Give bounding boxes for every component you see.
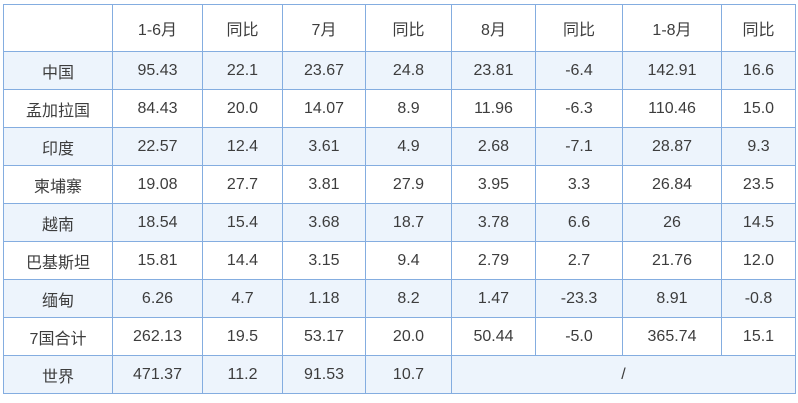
table-cell: 20.0 bbox=[202, 89, 283, 128]
table-cell: 3.78 bbox=[451, 203, 536, 242]
table-cell: 26.84 bbox=[622, 165, 722, 204]
table-cell: 2.79 bbox=[451, 241, 536, 280]
merged-na-cell: / bbox=[451, 355, 796, 394]
table-cell: 19.08 bbox=[112, 165, 203, 204]
table-cell: 24.8 bbox=[365, 51, 452, 90]
table-row: 孟加拉国 84.43 20.0 14.07 8.9 11.96 -6.3 110… bbox=[3, 89, 796, 128]
column-header: 同比 bbox=[365, 4, 452, 52]
table-cell: 14.07 bbox=[282, 89, 366, 128]
table-cell: 3.15 bbox=[282, 241, 366, 280]
column-header: 同比 bbox=[721, 4, 796, 52]
table-row: 中国 95.43 22.1 23.67 24.8 23.81 -6.4 142.… bbox=[3, 51, 796, 90]
table-cell: -7.1 bbox=[535, 127, 623, 166]
row-label: 中国 bbox=[3, 51, 113, 90]
column-header: 同比 bbox=[202, 4, 283, 52]
table-cell: 14.4 bbox=[202, 241, 283, 280]
table-cell: 91.53 bbox=[282, 355, 366, 394]
statistics-table: 1-6月 同比 7月 同比 8月 同比 1-8月 同比 中国 95.43 22.… bbox=[3, 4, 796, 394]
table-cell: 4.9 bbox=[365, 127, 452, 166]
table-cell: 8.2 bbox=[365, 279, 452, 318]
table-cell: 8.91 bbox=[622, 279, 722, 318]
table-cell: 9.3 bbox=[721, 127, 796, 166]
table-cell: 23.81 bbox=[451, 51, 536, 90]
table-cell: 23.67 bbox=[282, 51, 366, 90]
table-cell: -0.8 bbox=[721, 279, 796, 318]
table-cell: 53.17 bbox=[282, 317, 366, 356]
table-cell: 3.61 bbox=[282, 127, 366, 166]
table-cell: 3.81 bbox=[282, 165, 366, 204]
table-cell: 6.6 bbox=[535, 203, 623, 242]
column-header: 8月 bbox=[451, 4, 536, 52]
column-header: 1-6月 bbox=[112, 4, 203, 52]
table-row: 越南 18.54 15.4 3.68 18.7 3.78 6.6 26 14.5 bbox=[3, 203, 796, 242]
table-cell: 12.0 bbox=[721, 241, 796, 280]
table-cell: 6.26 bbox=[112, 279, 203, 318]
table-cell: 95.43 bbox=[112, 51, 203, 90]
table-row: 世界 471.37 11.2 91.53 10.7 / bbox=[3, 355, 796, 394]
table-cell: 16.6 bbox=[721, 51, 796, 90]
table-cell: 84.43 bbox=[112, 89, 203, 128]
table-cell: 9.4 bbox=[365, 241, 452, 280]
table-cell: 15.4 bbox=[202, 203, 283, 242]
column-header-blank bbox=[3, 4, 113, 52]
table-cell: 19.5 bbox=[202, 317, 283, 356]
table-cell: 8.9 bbox=[365, 89, 452, 128]
table-row: 7国合计 262.13 19.5 53.17 20.0 50.44 -5.0 3… bbox=[3, 317, 796, 356]
table-cell: 15.81 bbox=[112, 241, 203, 280]
row-label: 缅甸 bbox=[3, 279, 113, 318]
table-cell: 11.96 bbox=[451, 89, 536, 128]
table-cell: 3.3 bbox=[535, 165, 623, 204]
table-cell: 27.7 bbox=[202, 165, 283, 204]
table-row: 巴基斯坦 15.81 14.4 3.15 9.4 2.79 2.7 21.76 … bbox=[3, 241, 796, 280]
table-cell: 22.1 bbox=[202, 51, 283, 90]
table-cell: 1.18 bbox=[282, 279, 366, 318]
table-cell: 15.1 bbox=[721, 317, 796, 356]
table-cell: 1.47 bbox=[451, 279, 536, 318]
table-cell: 28.87 bbox=[622, 127, 722, 166]
row-label: 7国合计 bbox=[3, 317, 113, 356]
column-header: 同比 bbox=[535, 4, 623, 52]
table-cell: 12.4 bbox=[202, 127, 283, 166]
row-label: 印度 bbox=[3, 127, 113, 166]
table-cell: 18.7 bbox=[365, 203, 452, 242]
table-cell: 23.5 bbox=[721, 165, 796, 204]
table-cell: 50.44 bbox=[451, 317, 536, 356]
table-cell: 142.91 bbox=[622, 51, 722, 90]
row-label: 越南 bbox=[3, 203, 113, 242]
table-cell: 15.0 bbox=[721, 89, 796, 128]
table-cell: 11.2 bbox=[202, 355, 283, 394]
table-row: 印度 22.57 12.4 3.61 4.9 2.68 -7.1 28.87 9… bbox=[3, 127, 796, 166]
table-cell: 3.68 bbox=[282, 203, 366, 242]
table-cell: 4.7 bbox=[202, 279, 283, 318]
table-cell: -6.3 bbox=[535, 89, 623, 128]
header-row: 1-6月 同比 7月 同比 8月 同比 1-8月 同比 bbox=[3, 4, 796, 52]
row-label: 世界 bbox=[3, 355, 113, 394]
column-header: 1-8月 bbox=[622, 4, 722, 52]
row-label: 巴基斯坦 bbox=[3, 241, 113, 280]
table-cell: 20.0 bbox=[365, 317, 452, 356]
table-row: 缅甸 6.26 4.7 1.18 8.2 1.47 -23.3 8.91 -0.… bbox=[3, 279, 796, 318]
table-cell: 18.54 bbox=[112, 203, 203, 242]
table-cell: -5.0 bbox=[535, 317, 623, 356]
table-cell: -6.4 bbox=[535, 51, 623, 90]
table-cell: 2.68 bbox=[451, 127, 536, 166]
table-cell: 262.13 bbox=[112, 317, 203, 356]
table-cell: 22.57 bbox=[112, 127, 203, 166]
table-cell: 3.95 bbox=[451, 165, 536, 204]
table-cell: 110.46 bbox=[622, 89, 722, 128]
table-cell: 14.5 bbox=[721, 203, 796, 242]
table-cell: 2.7 bbox=[535, 241, 623, 280]
table-cell: 365.74 bbox=[622, 317, 722, 356]
table-cell: 10.7 bbox=[365, 355, 452, 394]
table-cell: 21.76 bbox=[622, 241, 722, 280]
table-cell: 26 bbox=[622, 203, 722, 242]
table-cell: 27.9 bbox=[365, 165, 452, 204]
table-cell: -23.3 bbox=[535, 279, 623, 318]
row-label: 孟加拉国 bbox=[3, 89, 113, 128]
column-header: 7月 bbox=[282, 4, 366, 52]
table-cell: 471.37 bbox=[112, 355, 203, 394]
row-label: 柬埔寨 bbox=[3, 165, 113, 204]
table-row: 柬埔寨 19.08 27.7 3.81 27.9 3.95 3.3 26.84 … bbox=[3, 165, 796, 204]
